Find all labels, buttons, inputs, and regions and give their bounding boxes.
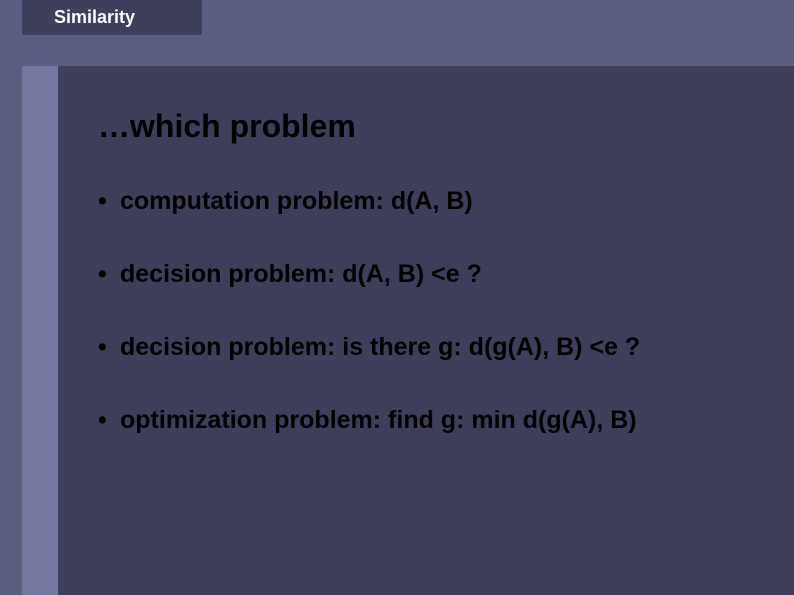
list-item: optimization problem: find g: min d(g(A)… <box>98 406 754 435</box>
content-area: …which problem computation problem: d(A,… <box>58 66 794 595</box>
slide: Similarity …which problem computation pr… <box>0 0 794 595</box>
bullet-list: computation problem: d(A, B) decision pr… <box>98 187 754 435</box>
section-tab-label: Similarity <box>54 7 135 28</box>
slide-title: …which problem <box>98 108 754 145</box>
list-item: decision problem: d(A, B) <e ? <box>98 260 754 289</box>
list-item: computation problem: d(A, B) <box>98 187 754 216</box>
list-item: decision problem: is there g: d(g(A), B)… <box>98 333 754 362</box>
left-accent-bar <box>22 66 58 595</box>
section-tab: Similarity <box>22 0 202 35</box>
